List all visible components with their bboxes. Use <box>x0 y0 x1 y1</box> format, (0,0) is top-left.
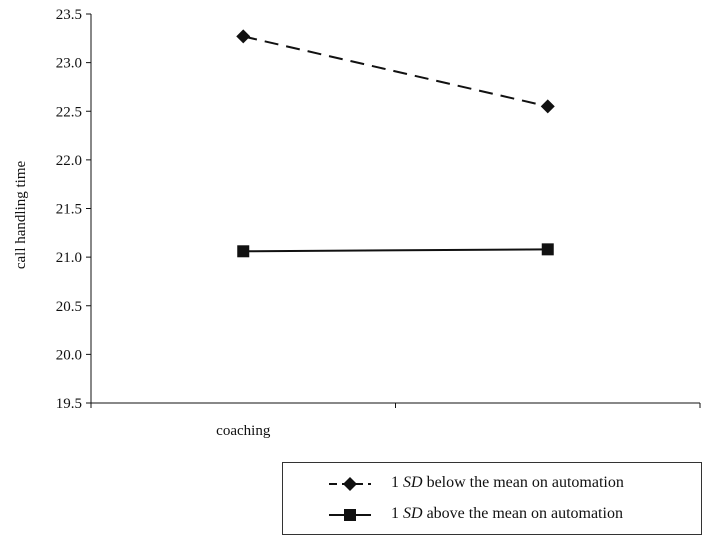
legend: 1 SD below the mean on automation 1 SD a… <box>282 462 702 535</box>
y-tick-label: 23.5 <box>56 7 82 23</box>
y-tick-label: 19.5 <box>56 396 82 412</box>
y-tick-label: 20.5 <box>56 299 82 315</box>
square-marker-icon <box>344 509 356 521</box>
y-tick-label: 21.5 <box>56 202 82 218</box>
chart: 19.5 20.0 20.5 21.0 21.5 22.0 22.5 23.0 23.5 coa… <box>13 7 701 439</box>
y-axis-ticks: 19.5 20.0 20.5 21.0 21.5 22.0 22.5 23.0 23.5 <box>56 7 91 412</box>
y-tick-label: 20.0 <box>56 347 82 363</box>
legend-item-above-mean: 1 SD above the mean on automation <box>283 500 701 530</box>
y-tick-label: 22.0 <box>56 153 82 169</box>
series-above-mean <box>237 243 554 258</box>
data-point-square <box>237 245 250 258</box>
legend-item-below-mean: 1 SD below the mean on automation <box>283 469 701 499</box>
series-below-mean <box>236 29 555 114</box>
series-line <box>243 248 548 253</box>
legend-swatch-solid-square <box>329 509 371 521</box>
y-axis-title: call handling time <box>13 161 29 270</box>
legend-label: 1 SD above the mean on automation <box>391 505 623 522</box>
data-point-diamond <box>540 99 555 114</box>
y-tick-label: 22.5 <box>56 104 82 120</box>
x-tick-label: coaching <box>216 423 271 439</box>
series-line <box>243 35 548 108</box>
data-point-square <box>541 243 554 256</box>
y-tick-label: 21.0 <box>56 250 82 266</box>
legend-label: 1 SD below the mean on automation <box>391 474 624 491</box>
series-layer <box>236 29 555 258</box>
diamond-marker-icon <box>343 477 357 491</box>
y-tick-label: 23.0 <box>56 56 82 72</box>
x-axis-ticks: coaching <box>90 403 701 439</box>
data-point-diamond <box>236 29 251 44</box>
legend-swatch-dashed-diamond <box>329 477 371 491</box>
